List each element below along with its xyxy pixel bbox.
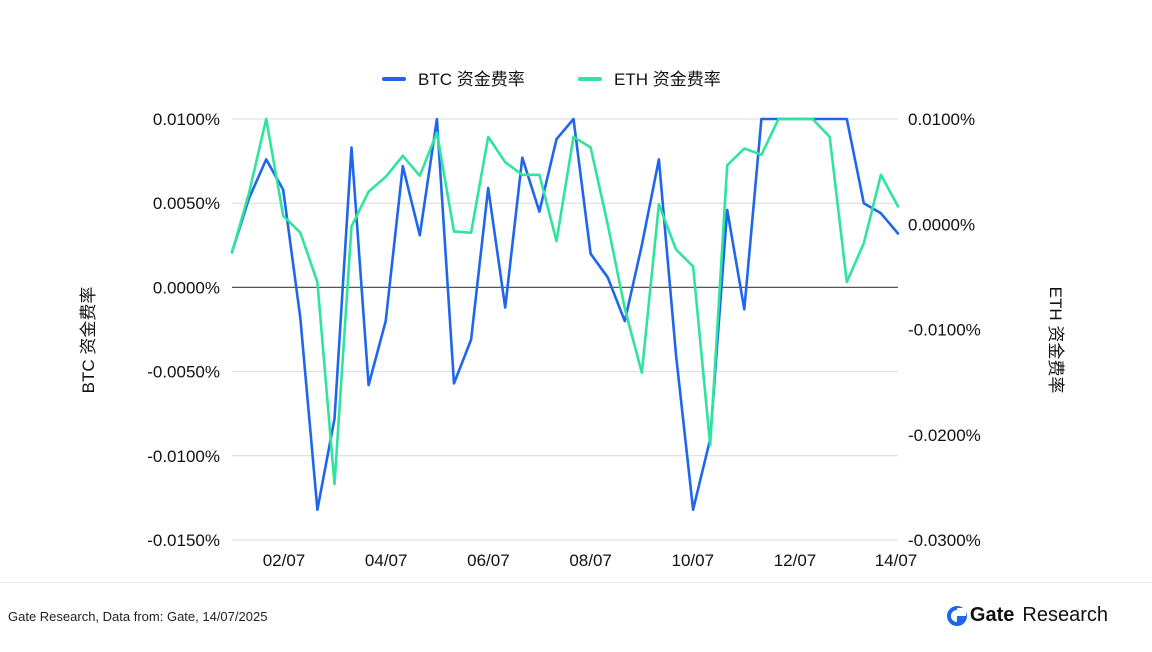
- right-axis-title: ETH 资金费率: [1046, 287, 1065, 394]
- right-tick-label: 0.0000%: [908, 215, 975, 234]
- x-tick-label: 02/07: [263, 551, 306, 570]
- x-tick-label: 12/07: [774, 551, 817, 570]
- left-axis-ticks: 0.0100% 0.0050% 0.0000% -0.0050% -0.0100% -0.…: [147, 110, 220, 550]
- x-tick-label: 14/07: [875, 551, 918, 570]
- legend-label: ETH 资金费率: [614, 70, 721, 89]
- legend-label: BTC 资金费率: [418, 70, 525, 89]
- gate-logo-icon: [946, 605, 967, 626]
- left-axis-title: BTC 资金费率: [79, 287, 98, 394]
- eth-series-line: [230, 117, 900, 486]
- legend: BTC 资金费率 ETH 资金费率: [382, 70, 721, 89]
- x-axis-ticks: 02/07 04/07 06/07 08/07 10/07 12/07 14/07: [263, 551, 918, 570]
- right-tick-label: -0.0100%: [908, 321, 981, 340]
- brand-logo: Gate Research: [946, 604, 1108, 627]
- x-tick-label: 04/07: [365, 551, 408, 570]
- right-tick-label: -0.0300%: [908, 531, 981, 550]
- left-tick-label: -0.0150%: [147, 531, 220, 550]
- x-tick-label: 08/07: [569, 551, 612, 570]
- right-tick-label: 0.0100%: [908, 110, 975, 129]
- x-tick-label: 06/07: [467, 551, 510, 570]
- x-tick-label: 10/07: [672, 551, 715, 570]
- left-tick-label: 0.0050%: [153, 194, 220, 213]
- left-tick-label: -0.0100%: [147, 447, 220, 466]
- right-tick-label: -0.0200%: [908, 426, 981, 445]
- funding-rate-chart: 0.0100% 0.0050% 0.0000% -0.0050% -0.0100% -0.…: [79, 70, 1065, 570]
- left-tick-label: -0.0050%: [147, 363, 220, 382]
- brand-suffix: Research: [1022, 604, 1108, 626]
- source-note: Gate Research, Data from: Gate, 14/07/20…: [8, 609, 268, 624]
- series-lines: [230, 117, 900, 512]
- brand-name: Gate: [969, 604, 1015, 626]
- left-tick-label: 0.0000%: [153, 278, 220, 297]
- right-axis-ticks: 0.0100% 0.0000% -0.0100% -0.0200% -0.0300%: [908, 110, 981, 550]
- left-tick-label: 0.0100%: [153, 110, 220, 129]
- footer-divider: [0, 582, 1152, 583]
